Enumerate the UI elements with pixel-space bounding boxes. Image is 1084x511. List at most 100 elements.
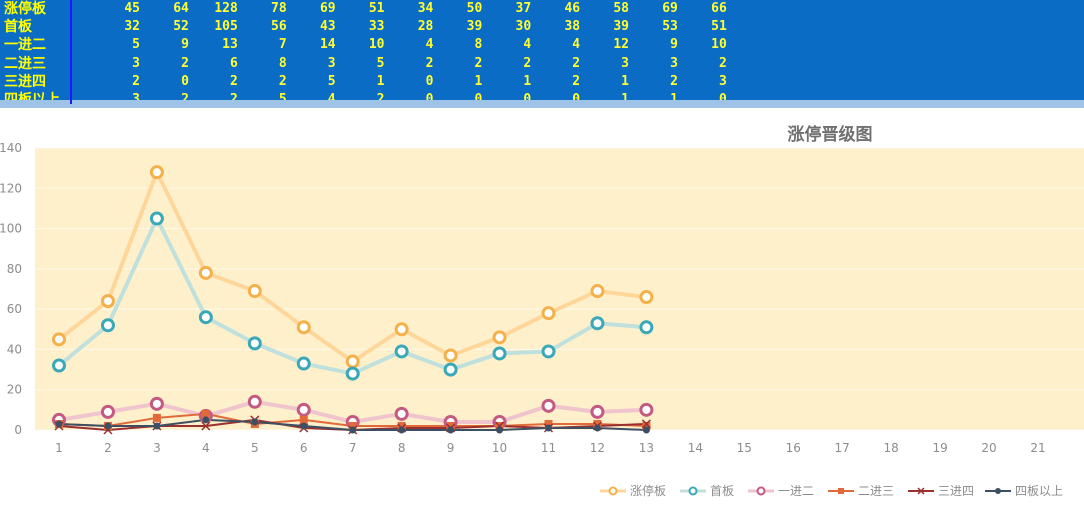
table-cell: 69 [319,1,336,16]
y-tick-label: 120 [0,181,22,195]
table-cell: 2 [335,91,385,109]
series-0-point [247,284,262,299]
x-tick-label: 19 [932,441,947,455]
table-cell: 64 [173,1,189,16]
table-cell: 0 [530,91,580,109]
table-cell: 45 [124,1,140,16]
x-tick-label: 7 [349,441,357,455]
table-cell: 2 [278,73,287,89]
table-cell: 39 [613,19,629,35]
series-1-point [394,344,409,359]
table-cell: 53 [662,19,678,35]
series-0-point [345,354,360,369]
x-tick-label: 11 [541,441,556,455]
table-cell: 0 [383,91,434,109]
series-1-point [541,344,556,359]
y-tick-label: 0 [14,423,22,437]
table-cell: 1 [376,73,385,89]
table-cell: 8 [474,37,483,53]
legend-label: 一进二 [778,484,814,498]
table-cell: 43 [319,19,336,35]
table-cell: 2 [474,55,483,71]
table-row-label: 首板 [4,19,32,36]
series-4-point [641,419,651,429]
table-cell: 58 [613,1,629,16]
table-cell: 0 [425,73,434,89]
y-tick-label: 140 [0,141,22,155]
series-0-point [52,332,66,347]
table-cell: 39 [466,19,483,35]
series-0-point [296,320,311,335]
series-4-point [201,421,211,431]
series-2-point [394,406,409,421]
table-cell: 14 [319,37,336,53]
x-tick-label: 1 [55,441,63,455]
y-tick-label: 40 [7,342,22,356]
table-cell: 2 [425,55,434,71]
table-cell: 4 [425,37,434,53]
table-cell: 2 [670,73,678,89]
series-1-point [149,211,164,226]
series-3-point [544,419,553,428]
table-row: 二进三 3 2 6 8 3 5 2 2 2 2 3 3 2 [0,55,1084,73]
series-1-point [198,310,213,325]
legend-label: 二进三 [858,484,894,498]
table-cell: 0 [432,91,482,109]
series-0-point [149,165,164,180]
x-tick-label: 4 [202,441,210,455]
table-cell: 28 [417,19,434,35]
table-cell: 2 [188,91,238,109]
x-tick-label: 21 [1030,441,1045,455]
series-5-point [251,418,259,426]
x-tick-label: 20 [981,441,996,455]
table-cell: 1 [523,73,532,89]
table-cell: 7 [278,37,287,53]
y-tick-label: 80 [7,262,22,276]
table-cell: 2 [523,55,532,71]
table-cell: 56 [271,19,287,35]
table-cell: 3 [670,55,678,71]
table-row: 三进四 2 0 2 2 5 1 0 1 1 2 1 2 3 [0,73,1084,91]
table-cell: 4 [286,91,336,109]
legend-label: 涨停板 [630,483,666,498]
x-tick-label: 5 [251,441,259,455]
y-tick-label: 60 [7,302,22,316]
series-1-point [492,346,507,361]
chart-area: 0 20 40 60 80 100 120 140 1 2 3 4 5 6 7 8 9 10 11 12 13 14 15 1… [0,108,1084,511]
series-0-point [198,265,213,280]
series-1-point [52,358,66,373]
series-5-point [202,416,210,424]
table-cell: 34 [417,1,434,16]
table-cell: 12 [613,37,629,53]
table-cell: 32 [124,19,140,35]
table-cell: 5 [132,37,140,53]
series-1-point [296,356,311,371]
table-strip-divider [0,100,1084,108]
table-cell: 33 [368,19,385,35]
table-cell: 46 [564,1,581,16]
x-tick-label: 6 [300,441,308,455]
table-cell: 2 [229,73,238,89]
legend-label: 首板 [710,484,734,498]
x-tick-label: 3 [153,441,161,455]
table-cell: 9 [670,37,678,53]
series-5-point [398,426,406,434]
table-row-label: 二进三 [4,55,46,72]
table-cell: 5 [237,91,287,109]
series-0-point [541,306,556,321]
table-cell: 13 [222,37,238,53]
series-3-point [201,409,210,418]
table-row: 一进二 5 9 13 7 14 10 4 8 4 4 12 9 10 [0,36,1084,54]
table-cell: 50 [466,1,483,16]
table-cell: 66 [711,1,727,16]
table-cell: 4 [572,37,581,53]
table-cell: 10 [368,37,385,53]
y-tick-label: 20 [7,383,22,397]
table-cell: 52 [173,19,189,35]
series-0-point [100,294,115,309]
x-tick-label: 16 [786,441,801,455]
table-cell: 6 [229,55,238,71]
legend-marker [608,486,618,496]
x-tick-label: 12 [590,441,605,455]
series-0-point [394,322,409,337]
